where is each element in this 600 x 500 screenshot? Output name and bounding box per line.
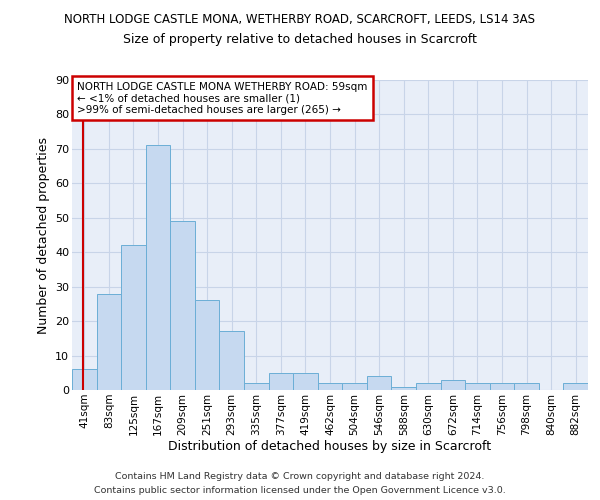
Bar	[244, 383, 269, 390]
Text: Contains public sector information licensed under the Open Government Licence v3: Contains public sector information licen…	[94, 486, 506, 495]
Bar	[269, 373, 293, 390]
Bar	[72, 370, 97, 390]
Bar	[220, 332, 244, 390]
Bar	[146, 146, 170, 390]
Bar	[170, 221, 195, 390]
Bar	[195, 300, 220, 390]
Bar	[391, 386, 416, 390]
Y-axis label: Number of detached properties: Number of detached properties	[37, 136, 50, 334]
Bar	[490, 383, 514, 390]
Bar	[465, 383, 490, 390]
Text: Contains HM Land Registry data © Crown copyright and database right 2024.: Contains HM Land Registry data © Crown c…	[115, 472, 485, 481]
Text: NORTH LODGE CASTLE MONA WETHERBY ROAD: 59sqm
← <1% of detached houses are smalle: NORTH LODGE CASTLE MONA WETHERBY ROAD: 5…	[77, 82, 368, 115]
Text: Size of property relative to detached houses in Scarcroft: Size of property relative to detached ho…	[123, 32, 477, 46]
Bar	[121, 246, 146, 390]
Bar	[563, 383, 588, 390]
Bar	[293, 373, 318, 390]
X-axis label: Distribution of detached houses by size in Scarcroft: Distribution of detached houses by size …	[169, 440, 491, 454]
Bar	[416, 383, 440, 390]
Bar	[97, 294, 121, 390]
Bar	[342, 383, 367, 390]
Bar	[514, 383, 539, 390]
Text: NORTH LODGE CASTLE MONA, WETHERBY ROAD, SCARCROFT, LEEDS, LS14 3AS: NORTH LODGE CASTLE MONA, WETHERBY ROAD, …	[65, 12, 536, 26]
Bar	[318, 383, 342, 390]
Bar	[440, 380, 465, 390]
Bar	[367, 376, 391, 390]
